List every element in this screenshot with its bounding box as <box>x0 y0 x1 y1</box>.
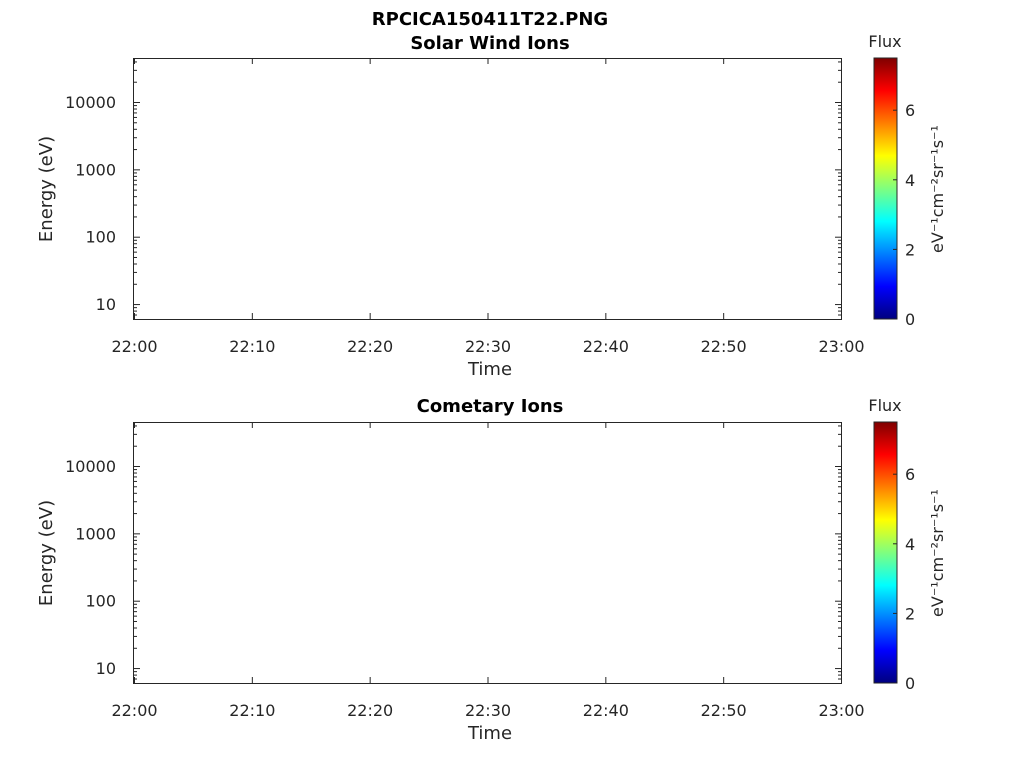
x-axis-label: Time <box>467 723 512 744</box>
x-tick-label: 22:30 <box>465 701 511 720</box>
x-tick-label: 23:00 <box>818 701 864 720</box>
y-axis: 10 100 1000 10000 <box>65 61 841 320</box>
y-tick-label: 1000 <box>75 524 116 543</box>
x-axis: 22:00 22:10 22:20 22:30 22:40 22:50 23:00 <box>111 422 865 720</box>
colorbar-ticks: 0 2 4 6 <box>893 465 915 693</box>
plot-frame <box>133 422 842 684</box>
y-axis-label: Energy (eV) <box>36 500 57 606</box>
x-tick-label: 22:00 <box>111 701 157 720</box>
colorbar-tick-label: 4 <box>905 171 915 190</box>
colorbar-tick-label: 6 <box>905 465 915 484</box>
y-tick-label: 10000 <box>65 93 116 112</box>
figure-title: RPCICA150411T22.PNG <box>372 9 608 30</box>
panel-solar-wind: Solar Wind Ions 22:00 22:10 22:20 22:30 22:4… <box>36 32 947 380</box>
colorbar-tick-label: 4 <box>905 535 915 554</box>
colorbar-tick-label: 2 <box>905 604 915 623</box>
panel-cometary: Cometary Ions 22:00 22:10 22:20 22:30 22:40 2… <box>36 396 947 744</box>
colorbar: Flux 0 2 4 6 eV⁻¹cm⁻²sr⁻¹s⁻¹ <box>868 396 947 693</box>
x-axis-label: Time <box>467 359 512 380</box>
x-tick-label: 22:50 <box>701 337 747 356</box>
x-tick-label: 22:40 <box>583 337 629 356</box>
colorbar-gradient <box>873 421 898 684</box>
panel-title: Solar Wind Ions <box>410 33 569 54</box>
y-tick-label: 100 <box>85 228 116 247</box>
colorbar-label: eV⁻¹cm⁻²sr⁻¹s⁻¹ <box>928 125 947 253</box>
y-axis: 10 100 1000 10000 <box>65 425 841 684</box>
y-tick-label: 10000 <box>65 457 116 476</box>
y-tick-label: 1000 <box>75 160 116 179</box>
colorbar: Flux 0 2 4 6 eV⁻¹cm⁻²sr⁻¹s⁻¹ <box>868 32 947 329</box>
colorbar-ticks: 0 2 4 6 <box>893 101 915 329</box>
y-tick-label: 10 <box>96 659 116 678</box>
x-tick-label: 22:00 <box>111 337 157 356</box>
x-tick-label: 22:10 <box>229 701 275 720</box>
colorbar-tick-label: 2 <box>905 240 915 259</box>
x-tick-label: 22:40 <box>583 701 629 720</box>
x-axis: 22:00 22:10 22:20 22:30 22:40 22:50 23:00 <box>111 58 865 356</box>
colorbar-tick-label: 6 <box>905 101 915 120</box>
y-axis-label: Energy (eV) <box>36 136 57 242</box>
x-tick-label: 23:00 <box>818 337 864 356</box>
colorbar-title: Flux <box>868 32 901 51</box>
plot-frame <box>133 58 842 320</box>
colorbar-gradient <box>873 57 898 320</box>
x-tick-label: 22:20 <box>347 701 393 720</box>
y-tick-label: 10 <box>96 295 116 314</box>
x-tick-label: 22:20 <box>347 337 393 356</box>
colorbar-tick-label: 0 <box>905 310 915 329</box>
colorbar-title: Flux <box>868 396 901 415</box>
x-tick-label: 22:10 <box>229 337 275 356</box>
colorbar-tick-label: 0 <box>905 674 915 693</box>
x-tick-label: 22:30 <box>465 337 511 356</box>
y-tick-label: 100 <box>85 592 116 611</box>
x-tick-label: 22:50 <box>701 701 747 720</box>
panel-title: Cometary Ions <box>417 396 564 417</box>
colorbar-label: eV⁻¹cm⁻²sr⁻¹s⁻¹ <box>928 489 947 617</box>
